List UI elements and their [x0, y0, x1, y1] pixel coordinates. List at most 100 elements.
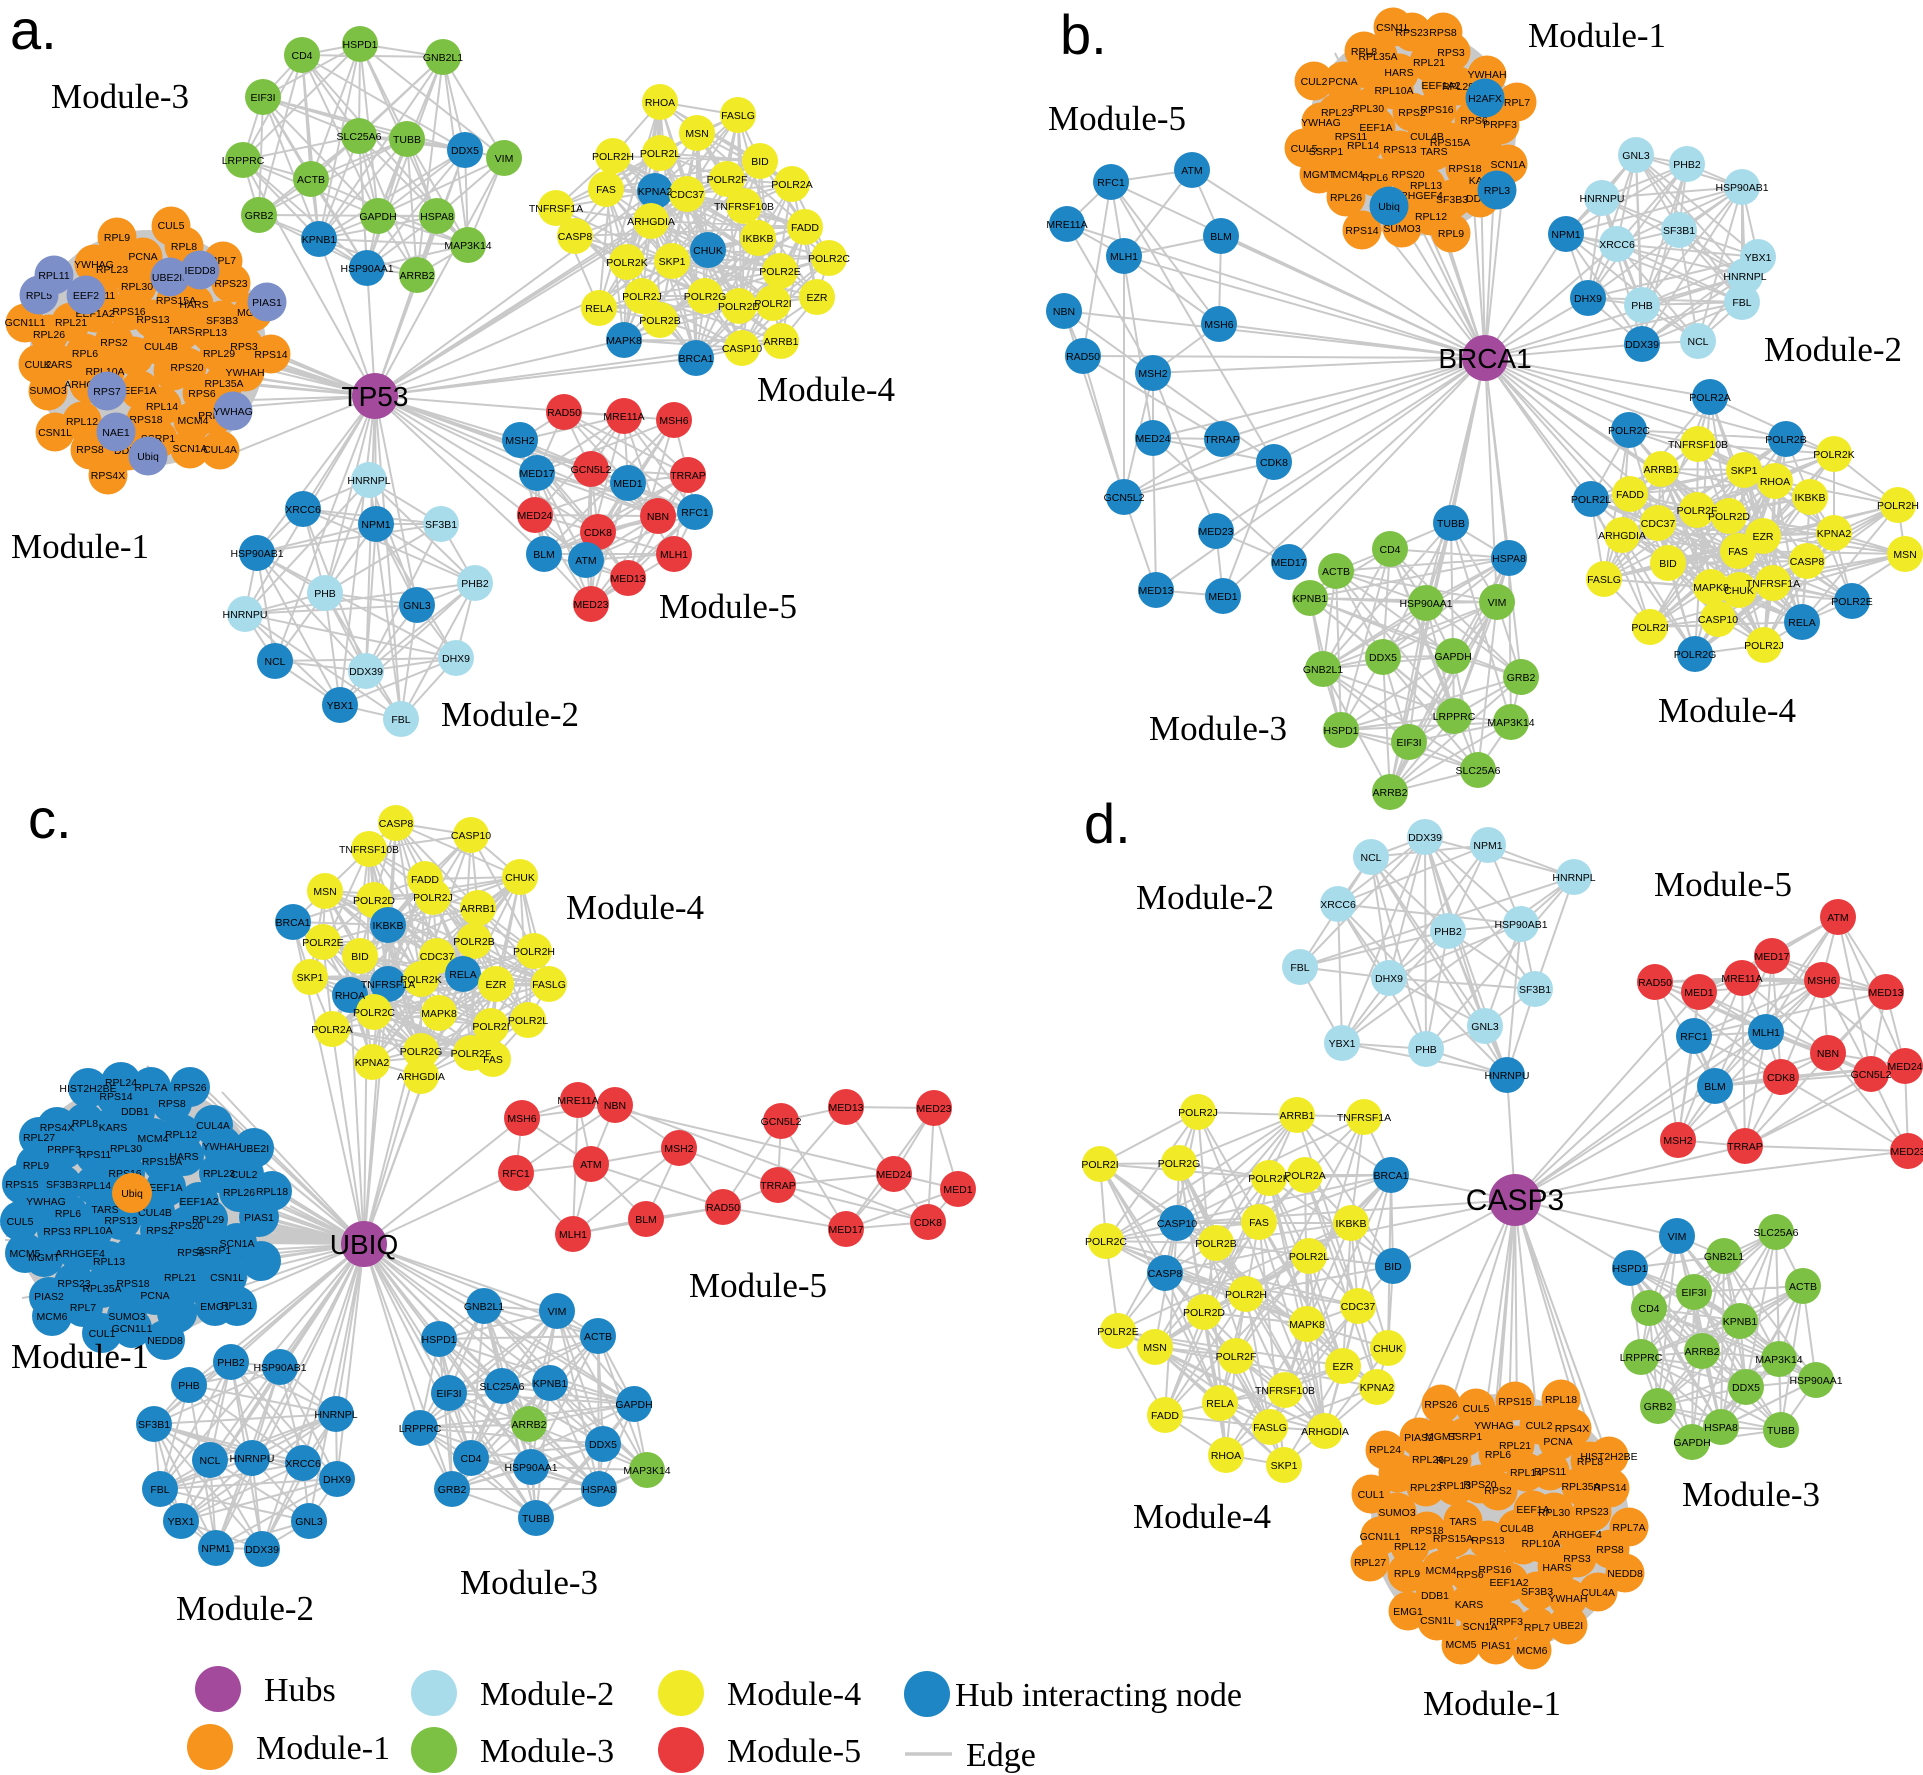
svg-text:TP53: TP53 — [342, 381, 409, 412]
svg-text:POLR2L: POLR2L — [1571, 494, 1611, 506]
svg-text:RPL6: RPL6 — [55, 1208, 81, 1220]
svg-text:RPS6: RPS6 — [188, 388, 216, 400]
svg-text:POLR2K: POLR2K — [606, 257, 647, 269]
svg-text:BLM: BLM — [1704, 1081, 1726, 1093]
svg-text:MED23: MED23 — [1198, 526, 1233, 538]
svg-text:SKP1: SKP1 — [297, 972, 324, 984]
svg-text:SLC25A6: SLC25A6 — [337, 131, 382, 143]
svg-text:NBN: NBN — [647, 511, 669, 523]
svg-text:MRE11A: MRE11A — [557, 1095, 598, 1107]
svg-text:NPM1: NPM1 — [201, 1543, 230, 1555]
svg-text:Module-5: Module-5 — [689, 1266, 827, 1305]
svg-text:FBL: FBL — [150, 1484, 169, 1496]
svg-text:UBE2M: UBE2M — [152, 272, 188, 284]
svg-text:Module-3: Module-3 — [1682, 1475, 1820, 1514]
svg-text:RPS15: RPS15 — [1498, 1396, 1531, 1408]
svg-text:RFC1: RFC1 — [502, 1168, 530, 1180]
svg-text:PCNA: PCNA — [128, 251, 157, 263]
svg-text:RPL29: RPL29 — [203, 348, 235, 360]
svg-text:POLR2C: POLR2C — [1608, 425, 1650, 437]
svg-text:NBN: NBN — [1053, 306, 1075, 318]
svg-text:POLR2J: POLR2J — [622, 291, 662, 303]
svg-text:GCN1L1: GCN1L1 — [112, 1323, 153, 1335]
svg-text:POLR2H: POLR2H — [513, 946, 555, 958]
svg-text:RHOA: RHOA — [1760, 476, 1790, 488]
svg-text:Module-1: Module-1 — [1528, 16, 1666, 55]
svg-text:DDX39: DDX39 — [1408, 832, 1442, 844]
svg-text:Module-1: Module-1 — [1423, 1684, 1561, 1723]
svg-text:ARHGEF4: ARHGEF4 — [55, 1248, 105, 1260]
svg-text:Module-4: Module-4 — [757, 370, 895, 409]
svg-text:TRRAP: TRRAP — [1204, 434, 1240, 446]
svg-text:MED13: MED13 — [1868, 987, 1903, 999]
svg-text:RPS26: RPS26 — [1424, 1399, 1457, 1411]
svg-text:HSPA8: HSPA8 — [1704, 1422, 1738, 1434]
svg-text:POLR2B: POLR2B — [1195, 1238, 1236, 1250]
svg-text:RPS15A: RPS15A — [1433, 1533, 1473, 1545]
svg-text:RPS3: RPS3 — [230, 341, 258, 353]
svg-text:GNL3: GNL3 — [295, 1516, 323, 1528]
svg-text:HSP90AB1: HSP90AB1 — [230, 548, 283, 560]
svg-text:HARS: HARS — [1384, 67, 1413, 79]
svg-text:POLR2A: POLR2A — [311, 1024, 352, 1036]
svg-text:RPS2: RPS2 — [1484, 1485, 1512, 1497]
svg-text:GCN5L2: GCN5L2 — [571, 464, 612, 476]
svg-text:CUL4A: CUL4A — [1581, 1587, 1615, 1599]
svg-text:MCM4: MCM4 — [1333, 169, 1364, 181]
svg-text:Hubs: Hubs — [264, 1672, 336, 1709]
svg-text:EEF1A2: EEF1A2 — [179, 1196, 218, 1208]
svg-text:RPS13: RPS13 — [136, 314, 169, 326]
svg-text:GAPDH: GAPDH — [1434, 651, 1471, 663]
svg-text:SKP1: SKP1 — [659, 256, 686, 268]
svg-text:MSH6: MSH6 — [507, 1113, 536, 1125]
svg-text:EIF3I: EIF3I — [1396, 737, 1421, 749]
svg-text:RPS13: RPS13 — [1471, 1535, 1504, 1547]
svg-text:MED13: MED13 — [1138, 585, 1173, 597]
svg-text:CASP3: CASP3 — [1466, 1184, 1564, 1217]
svg-text:RELA: RELA — [585, 303, 612, 315]
svg-text:PCNA: PCNA — [1543, 1436, 1572, 1448]
svg-text:d.: d. — [1084, 792, 1131, 855]
svg-text:RPL24: RPL24 — [1369, 1444, 1401, 1456]
svg-text:RPS3: RPS3 — [1563, 1553, 1591, 1565]
svg-text:EEF1A2: EEF1A2 — [1421, 80, 1460, 92]
svg-text:SCN1A: SCN1A — [1490, 159, 1525, 171]
svg-text:RPL10A: RPL10A — [73, 1225, 112, 1237]
svg-text:YWHAG: YWHAG — [1301, 117, 1341, 129]
svg-text:Module-5: Module-5 — [1048, 99, 1186, 138]
svg-text:POLR2E: POLR2E — [759, 266, 800, 278]
svg-text:POLR2L: POLR2L — [1289, 1251, 1329, 1263]
svg-text:RPL10A: RPL10A — [1521, 1538, 1560, 1550]
svg-text:RPS13: RPS13 — [1383, 144, 1416, 156]
svg-text:POLR2F: POLR2F — [451, 1048, 492, 1060]
svg-text:TNFRSF10B: TNFRSF10B — [339, 844, 399, 856]
svg-text:BLM: BLM — [533, 549, 555, 561]
svg-text:RPL30: RPL30 — [121, 281, 153, 293]
svg-text:FADD: FADD — [1616, 489, 1644, 501]
svg-text:POLR2A: POLR2A — [1284, 1170, 1325, 1182]
svg-text:LRPPRC: LRPPRC — [1433, 711, 1476, 723]
svg-text:RPS3: RPS3 — [1437, 47, 1465, 59]
svg-text:RPL26: RPL26 — [1412, 1454, 1444, 1466]
svg-text:EIF3I: EIF3I — [250, 92, 275, 104]
svg-text:Module-5: Module-5 — [659, 587, 797, 626]
svg-text:IKBKB: IKBKB — [1795, 492, 1826, 504]
svg-text:MED1: MED1 — [1208, 591, 1237, 603]
svg-text:ARRB2: ARRB2 — [1372, 787, 1407, 799]
svg-text:RAD50: RAD50 — [547, 407, 581, 419]
svg-text:CD4: CD4 — [460, 1453, 481, 1465]
svg-text:KARS: KARS — [99, 1122, 128, 1134]
svg-text:DDX5: DDX5 — [1369, 652, 1397, 664]
svg-text:Ubiq: Ubiq — [137, 451, 159, 463]
svg-text:YBX1: YBX1 — [1329, 1038, 1356, 1050]
svg-text:NAE1: NAE1 — [102, 427, 130, 439]
svg-text:DHX9: DHX9 — [323, 1474, 351, 1486]
svg-text:MRE11A: MRE11A — [603, 411, 644, 423]
svg-text:HNRNPL: HNRNPL — [347, 475, 390, 487]
svg-text:KARS: KARS — [44, 359, 73, 371]
svg-text:UBE2I: UBE2I — [1553, 1620, 1583, 1632]
svg-text:EZR: EZR — [1753, 531, 1774, 543]
svg-text:NPM1: NPM1 — [1551, 229, 1580, 241]
svg-text:PRPF3: PRPF3 — [1489, 1616, 1523, 1628]
svg-text:IKBKB: IKBKB — [1336, 1218, 1367, 1230]
